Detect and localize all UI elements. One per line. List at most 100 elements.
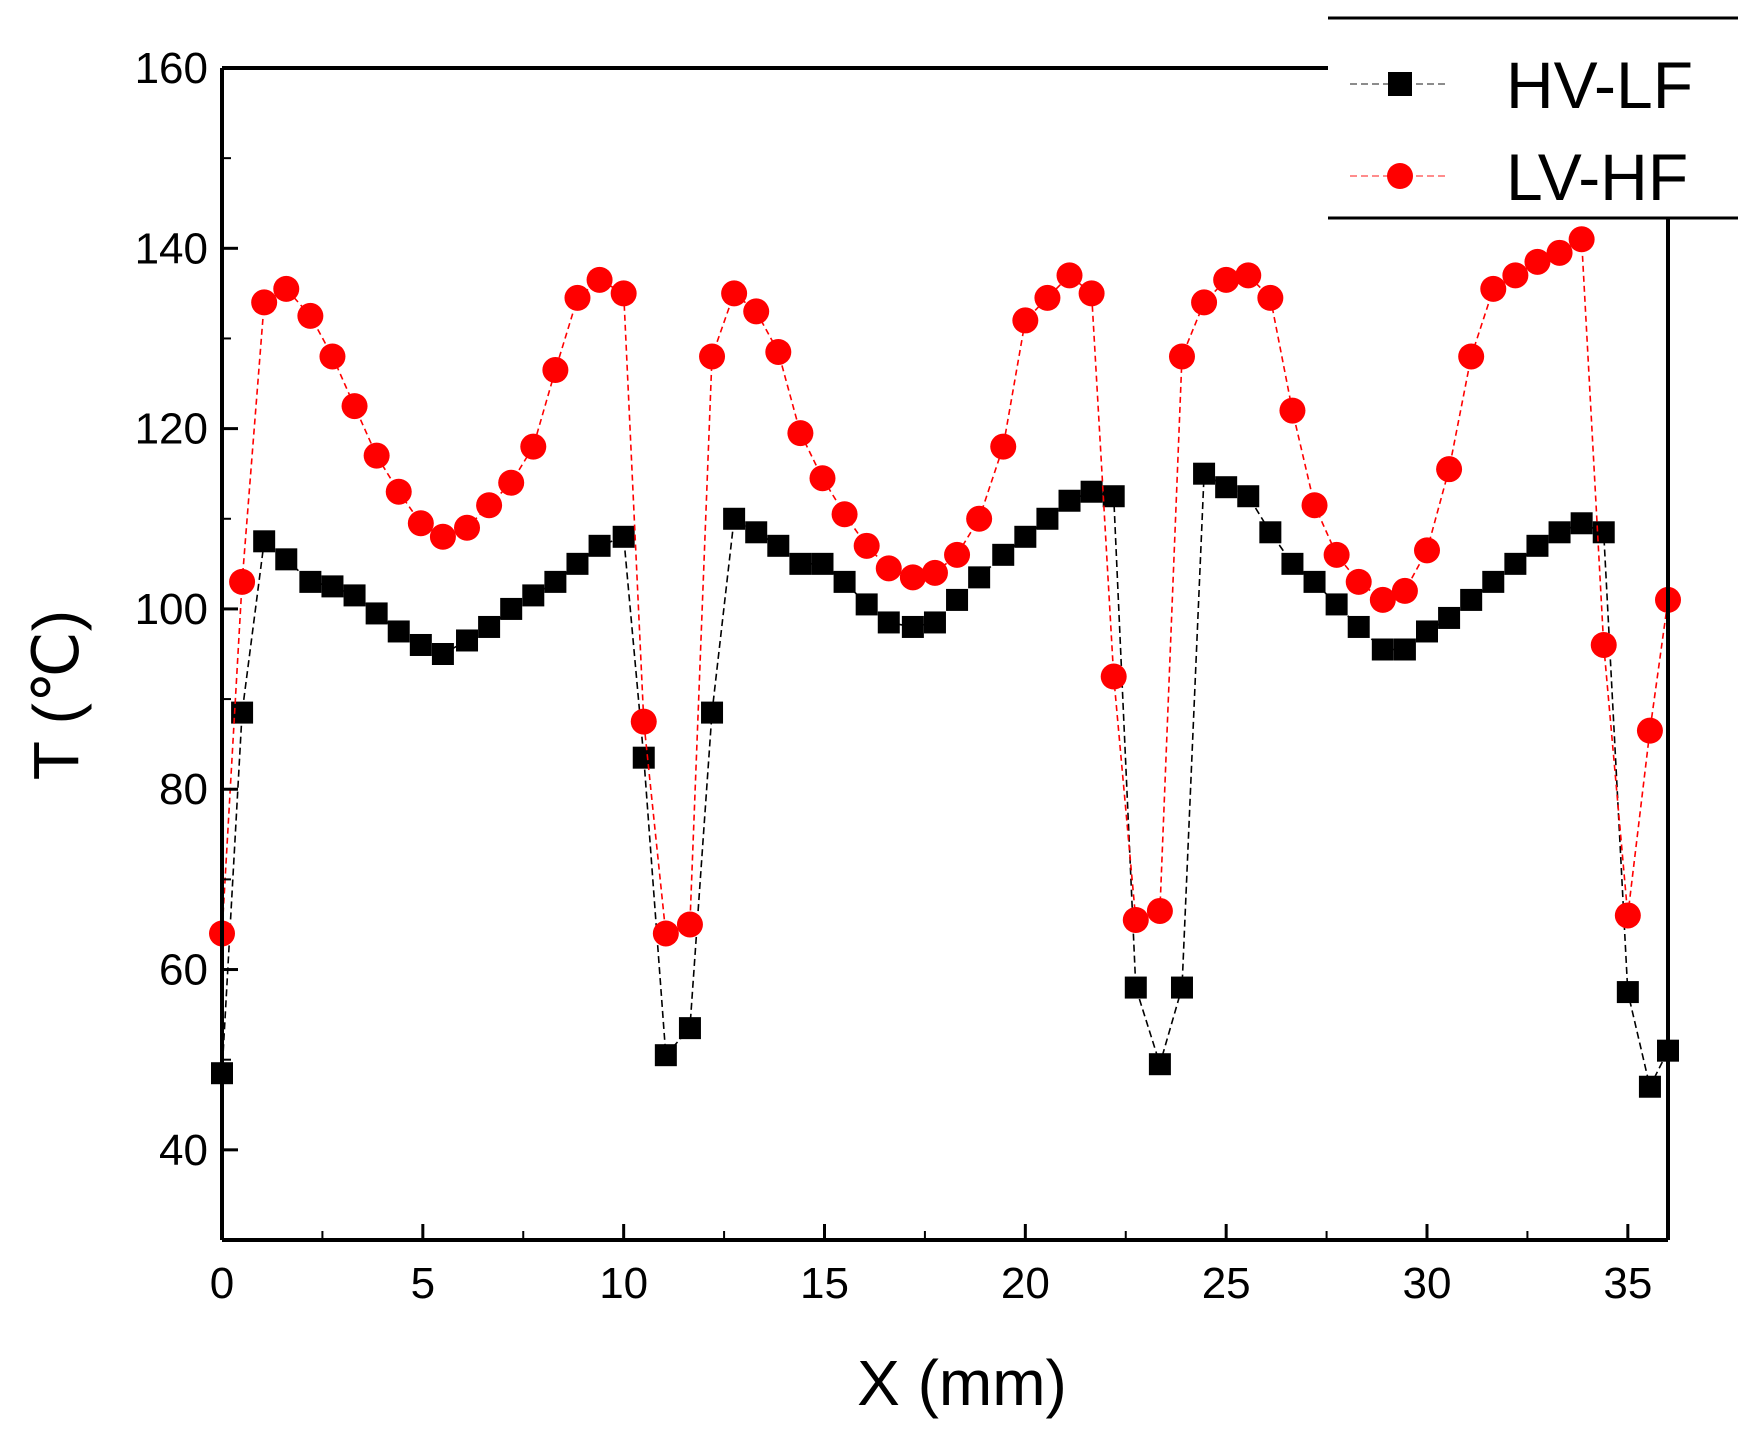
data-point <box>1438 606 1461 629</box>
data-point <box>1393 638 1416 661</box>
data-point <box>877 611 900 634</box>
data-point <box>1056 262 1083 289</box>
data-point <box>275 548 298 571</box>
data-point <box>1458 343 1485 370</box>
y-tick-label: 60 <box>159 946 208 995</box>
data-point <box>1102 485 1125 508</box>
data-point <box>853 532 880 559</box>
data-point <box>1259 521 1282 544</box>
data-point <box>1279 397 1306 424</box>
data-point <box>721 280 748 307</box>
data-point <box>1371 638 1394 661</box>
data-point <box>1614 902 1641 929</box>
data-point <box>723 507 746 530</box>
x-tick-label: 35 <box>1603 1259 1652 1308</box>
data-point <box>765 338 792 365</box>
data-point <box>1058 489 1081 512</box>
data-point <box>1638 1075 1661 1098</box>
y-tick-label: 100 <box>135 585 208 634</box>
data-point <box>321 575 344 598</box>
data-point <box>343 584 366 607</box>
x-axis-title: X (mm) <box>857 1347 1067 1419</box>
data-point <box>588 534 611 557</box>
data-point <box>1036 507 1059 530</box>
data-point <box>1014 525 1037 548</box>
data-point <box>229 568 256 595</box>
data-point <box>251 289 278 316</box>
y-tick-label: 120 <box>135 405 208 454</box>
data-point <box>273 275 300 302</box>
data-point <box>586 266 613 293</box>
data-point <box>385 478 412 505</box>
data-point <box>363 442 390 469</box>
data-point <box>875 555 902 582</box>
data-point <box>1323 541 1350 568</box>
data-point <box>409 633 432 656</box>
data-point <box>1460 588 1483 611</box>
data-point <box>966 505 993 532</box>
data-point <box>1546 239 1573 266</box>
data-point <box>1213 266 1240 293</box>
data-point <box>1170 976 1193 999</box>
data-point <box>652 920 679 947</box>
y-axis-title: T (℃) <box>20 610 92 780</box>
data-point <box>387 620 410 643</box>
data-point <box>365 602 388 625</box>
data-point <box>456 629 479 652</box>
data-point <box>1146 897 1173 924</box>
data-point <box>1548 521 1571 544</box>
x-tick-label: 20 <box>1001 1259 1050 1308</box>
x-tick-label: 10 <box>599 1259 648 1308</box>
data-point <box>787 420 814 447</box>
data-point <box>319 343 346 370</box>
data-point <box>1347 615 1370 638</box>
data-point <box>341 393 368 420</box>
x-tick-label: 25 <box>1202 1259 1251 1308</box>
data-point <box>610 280 637 307</box>
data-point <box>1257 284 1284 311</box>
data-point <box>921 559 948 586</box>
data-point <box>1636 717 1663 744</box>
data-point <box>253 530 276 553</box>
data-point <box>676 911 703 938</box>
data-point <box>654 1044 677 1067</box>
data-point <box>231 701 254 724</box>
data-point <box>1080 480 1103 503</box>
data-point <box>1012 307 1039 334</box>
data-point <box>566 552 589 575</box>
data-point <box>498 469 525 496</box>
data-point <box>901 615 924 638</box>
data-point <box>297 302 324 329</box>
x-tick-label: 30 <box>1403 1259 1452 1308</box>
data-point <box>1570 512 1593 535</box>
data-point <box>946 588 969 611</box>
series-line <box>221 237 1669 935</box>
data-point <box>500 597 523 620</box>
y-tick-label: 40 <box>159 1126 208 1175</box>
data-point <box>1124 976 1147 999</box>
data-point <box>1502 262 1529 289</box>
data-point <box>544 570 567 593</box>
legend-item-lv-hf: LV-HF <box>1350 140 1688 214</box>
legend-marker <box>1388 72 1412 96</box>
y-tick-label: 140 <box>135 224 208 273</box>
data-point <box>1191 289 1218 316</box>
data-point <box>520 433 547 460</box>
data-point <box>1416 620 1438 643</box>
data-point <box>630 708 657 735</box>
data-point <box>612 525 635 548</box>
data-point <box>1303 570 1326 593</box>
data-point <box>809 465 836 492</box>
data-point <box>831 501 858 528</box>
data-point <box>855 593 878 616</box>
axes-layer: 0 5 10 15 20 25 30 35 40 60 80 100 120 140 160 <box>135 44 1670 1308</box>
legend: HV-LF LV-HF <box>1328 16 1738 220</box>
data-point <box>1345 568 1372 595</box>
data-point <box>833 570 856 593</box>
data-point <box>743 298 770 325</box>
data-point <box>923 611 946 634</box>
data-point <box>1235 262 1262 289</box>
data-point <box>1590 631 1617 658</box>
data-point <box>1414 537 1440 564</box>
